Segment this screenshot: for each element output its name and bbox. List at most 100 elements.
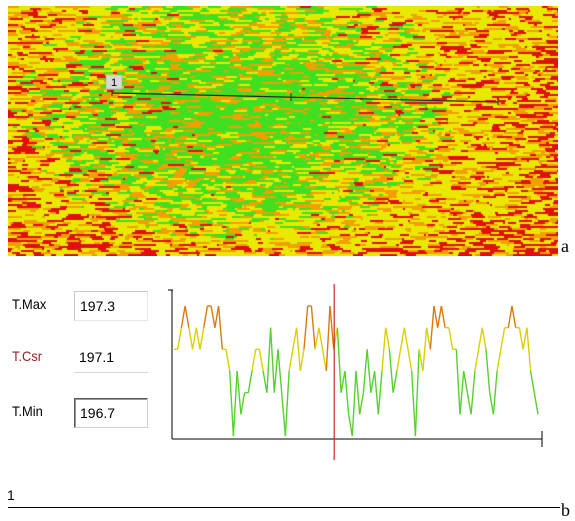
profile-segment — [247, 370, 253, 393]
profile-segment — [396, 349, 402, 372]
profile-segment — [258, 349, 264, 372]
panel-label-b: b — [561, 500, 570, 520]
profile-segment — [340, 370, 346, 393]
profile-segment — [225, 349, 231, 372]
panel-label-a: a — [561, 236, 569, 256]
profile-segment — [269, 327, 275, 393]
profile-segment — [284, 370, 290, 437]
min-temp-field: 196.7 — [74, 398, 148, 428]
profile-segment — [392, 370, 398, 393]
profile-segment — [203, 305, 209, 328]
profile-segment — [492, 370, 498, 415]
profile-segment — [362, 349, 368, 393]
profile-segment — [299, 349, 305, 372]
profile-segment — [355, 370, 361, 415]
profile-segment — [336, 327, 342, 393]
profile-segment — [359, 392, 365, 415]
profile-segment — [191, 327, 197, 350]
profile-segment — [511, 305, 517, 328]
profile-segment — [507, 305, 513, 328]
profile-segment — [377, 370, 383, 415]
profile-segment — [180, 305, 186, 328]
profile-segment — [522, 327, 528, 350]
profile-segment — [418, 349, 424, 372]
profile-segment — [325, 305, 331, 372]
min-temp-value: 196.7 — [80, 405, 116, 421]
profile-segment — [381, 327, 387, 372]
profile-segment — [303, 305, 309, 350]
profile-segment — [437, 305, 443, 328]
cursor-temp-field: 197.1 — [74, 343, 148, 373]
profile-segment — [425, 327, 431, 350]
profile-segment — [481, 327, 487, 350]
profile-segment — [470, 370, 476, 415]
profile-segment — [195, 327, 201, 350]
profile-segment — [217, 305, 223, 350]
profile-marker-label: 1 — [7, 487, 15, 503]
profile-segment — [266, 327, 272, 393]
cursor-temp-value: 197.1 — [79, 349, 115, 365]
profile-segment — [184, 305, 190, 328]
profile-segment — [411, 370, 417, 437]
profile-segment — [485, 349, 491, 393]
profile-segment — [533, 392, 539, 415]
profile-segment — [240, 392, 246, 415]
profile-segment — [277, 349, 283, 393]
profile-segment — [370, 370, 376, 393]
profile-segment — [526, 327, 532, 372]
profile-series — [174, 305, 539, 437]
profile-segment — [422, 327, 428, 372]
profile-segment — [314, 327, 320, 350]
temperature-profile-graph[interactable] — [160, 284, 552, 466]
profile-segment — [403, 327, 409, 350]
profile-segment — [366, 349, 372, 393]
profile-segment — [474, 349, 480, 372]
profile-segment — [281, 392, 287, 437]
profile-segment — [273, 349, 279, 393]
profile-segment — [429, 305, 435, 350]
profile-segment — [455, 349, 461, 415]
profile-segment — [321, 349, 327, 372]
profile-segment — [251, 349, 257, 372]
profile-segment — [199, 327, 205, 350]
profile-segment — [188, 327, 194, 350]
profile-segment — [310, 305, 316, 350]
profile-segment — [229, 370, 235, 437]
profile-segment — [344, 370, 350, 415]
profile-segment — [448, 327, 454, 350]
profile-segment — [529, 370, 535, 393]
profile-segment — [414, 349, 420, 437]
profile-segment — [214, 305, 220, 328]
profile-segment — [262, 370, 268, 393]
profile-track-line — [8, 507, 560, 508]
profile-segment — [433, 305, 439, 328]
profile-segment — [177, 327, 183, 350]
profile-segment — [318, 327, 324, 350]
profile-segment — [347, 414, 353, 437]
profile-segment — [388, 349, 394, 393]
max-temp-value: 197.3 — [80, 298, 116, 314]
profile-segment — [477, 327, 483, 350]
profile-segment — [407, 349, 413, 372]
profile-segment — [463, 370, 469, 393]
profile-segment — [500, 327, 506, 350]
profile-segment — [466, 392, 472, 415]
thermal-image[interactable] — [8, 6, 558, 256]
profile-segment — [459, 370, 465, 415]
profile-segment — [385, 327, 391, 350]
profile-segment — [210, 305, 216, 328]
profile-segment — [295, 327, 301, 372]
profile-segment — [496, 349, 502, 372]
profile-segment — [232, 370, 238, 437]
profile-segment — [329, 305, 335, 350]
profile-segment — [518, 327, 524, 350]
profile-segment — [440, 305, 446, 328]
profile-segment — [373, 370, 379, 415]
min-temp-label: T.Min — [12, 403, 43, 419]
cursor-temp-label: T.Csr — [12, 348, 43, 364]
max-temp-field: 197.3 — [74, 291, 148, 321]
profile-segment — [351, 370, 357, 437]
profile-segment — [489, 392, 495, 415]
max-temp-label: T.Max — [12, 296, 47, 312]
profile-segment — [292, 327, 298, 350]
